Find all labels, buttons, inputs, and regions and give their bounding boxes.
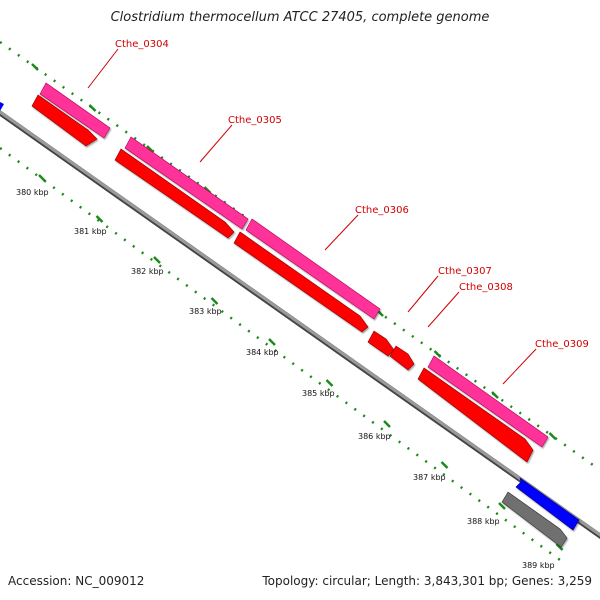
gene-label[interactable]: Cthe_0308 xyxy=(459,282,513,293)
major-tick xyxy=(146,145,154,153)
tick-label: 382 kbp xyxy=(131,267,164,276)
major-tick xyxy=(153,256,161,264)
accession-text: Accession: NC_009012 xyxy=(8,574,145,588)
left-edge-blue-feature[interactable] xyxy=(0,102,4,111)
label-leaders xyxy=(87,48,537,385)
major-tick xyxy=(95,215,104,223)
inner-major-ticks xyxy=(38,174,564,551)
gene-label[interactable]: Cthe_0309 xyxy=(535,339,589,350)
major-tick xyxy=(31,63,39,71)
tick-label: 386 kbp xyxy=(358,432,391,441)
cds-Cthe_0309[interactable] xyxy=(417,367,534,463)
feature-Cthe_0309[interactable] xyxy=(427,355,549,448)
gene-labels: Cthe_0304 Cthe_0305 Cthe_0306 Cthe_0307 … xyxy=(115,39,589,350)
major-tick xyxy=(440,461,449,469)
cds-Cthe_0307[interactable] xyxy=(367,330,395,357)
tick-label: 381 kbp xyxy=(74,227,107,236)
inner-dotted-ring xyxy=(0,146,561,562)
cds-Cthe_0304[interactable] xyxy=(31,94,98,147)
tick-label: 383 kbp xyxy=(189,307,222,316)
feature-Cthe_0305[interactable] xyxy=(124,136,249,230)
major-tick xyxy=(555,543,564,551)
genome-backbone xyxy=(0,109,600,540)
tick-label: 388 kbp xyxy=(467,517,500,526)
feature-track-upper xyxy=(0,82,580,531)
major-tick xyxy=(433,350,442,358)
map-title: Clostridium thermocellum ATCC 27405, com… xyxy=(110,10,490,25)
gene-label[interactable]: Cthe_0307 xyxy=(438,266,492,277)
gene-label[interactable]: Cthe_0305 xyxy=(228,115,282,126)
gene-label[interactable]: Cthe_0306 xyxy=(355,205,409,216)
tick-label: 384 kbp xyxy=(246,348,279,357)
cds-Cthe_0308[interactable] xyxy=(389,345,415,371)
cds-track xyxy=(31,94,568,548)
major-tick xyxy=(383,420,391,428)
major-tick xyxy=(491,391,499,399)
major-tick xyxy=(498,502,506,510)
major-tick xyxy=(38,174,46,182)
major-tick xyxy=(548,432,557,440)
other-feature-grey[interactable] xyxy=(501,491,568,548)
cds-Cthe_0306[interactable] xyxy=(233,231,369,333)
tick-label: 387 kbp xyxy=(413,473,446,482)
tick-label: 389 kbp xyxy=(522,561,555,570)
kbp-tick-labels: 380 kbp 381 kbp 382 kbp 383 kbp 384 kbp … xyxy=(16,188,555,570)
major-tick xyxy=(210,297,219,305)
other-feature-blue[interactable] xyxy=(515,477,580,531)
major-tick xyxy=(268,338,276,346)
feature-Cthe_0304[interactable] xyxy=(39,82,111,139)
tick-label: 385 kbp xyxy=(302,389,335,398)
cds-Cthe_0305[interactable] xyxy=(114,148,235,239)
genome-summary-text: Topology: circular; Length: 3,843,301 bp… xyxy=(262,574,592,588)
gene-label[interactable]: Cthe_0304 xyxy=(115,39,169,50)
major-tick xyxy=(325,379,334,387)
outer-dotted-ring xyxy=(0,40,600,472)
major-tick xyxy=(88,104,97,112)
feature-Cthe_0306[interactable] xyxy=(245,218,381,320)
tick-label: 380 kbp xyxy=(16,188,49,197)
